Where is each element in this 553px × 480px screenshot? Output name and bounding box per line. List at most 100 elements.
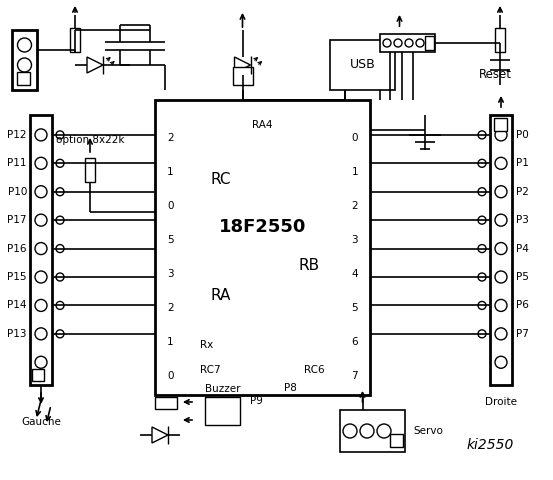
Text: P8: P8 (284, 383, 296, 393)
Circle shape (18, 38, 32, 52)
Circle shape (35, 328, 47, 340)
Circle shape (360, 424, 374, 438)
Bar (340, 410, 405, 452)
Text: P5: P5 (516, 272, 529, 282)
Text: 4: 4 (351, 269, 358, 279)
Text: 0: 0 (167, 371, 174, 381)
Circle shape (35, 157, 47, 169)
Circle shape (478, 159, 486, 168)
Bar (380, 34, 435, 52)
Circle shape (495, 214, 507, 226)
Circle shape (478, 245, 486, 252)
Text: 18F2550: 18F2550 (219, 218, 306, 237)
Circle shape (35, 356, 47, 368)
Circle shape (405, 39, 413, 47)
Text: Buzzer: Buzzer (205, 384, 240, 394)
Text: P14: P14 (8, 300, 27, 311)
Circle shape (18, 58, 32, 72)
Circle shape (56, 273, 64, 281)
Text: 7: 7 (351, 371, 358, 381)
Bar (495, 28, 505, 52)
Text: P13: P13 (8, 329, 27, 339)
Bar (330, 40, 395, 90)
Circle shape (478, 301, 486, 310)
Circle shape (56, 159, 64, 168)
Circle shape (377, 424, 391, 438)
Bar (32, 369, 44, 381)
Circle shape (56, 131, 64, 139)
Text: 6: 6 (351, 337, 358, 347)
Circle shape (495, 328, 507, 340)
Text: Servo: Servo (413, 426, 443, 436)
Text: P4: P4 (516, 243, 529, 253)
Text: 1: 1 (167, 337, 174, 347)
Text: RA4: RA4 (252, 120, 273, 130)
Bar (12, 30, 37, 90)
Circle shape (495, 356, 507, 368)
Text: ki2550: ki2550 (466, 438, 514, 452)
Text: P6: P6 (516, 300, 529, 311)
Text: Rx: Rx (200, 340, 213, 350)
Circle shape (478, 273, 486, 281)
Bar (490, 115, 512, 385)
Circle shape (478, 131, 486, 139)
Circle shape (495, 157, 507, 169)
Text: 5: 5 (167, 235, 174, 245)
Circle shape (35, 271, 47, 283)
Circle shape (35, 214, 47, 226)
Text: Droite: Droite (485, 397, 517, 407)
Text: P7: P7 (516, 329, 529, 339)
Bar (205, 397, 240, 425)
Bar (155, 397, 177, 409)
Text: P1: P1 (516, 158, 529, 168)
Text: 2: 2 (167, 303, 174, 313)
Text: USB: USB (349, 59, 375, 72)
Bar (390, 434, 403, 447)
Circle shape (495, 186, 507, 198)
Text: P12: P12 (8, 130, 27, 140)
Bar (17, 72, 30, 85)
Text: 0: 0 (167, 201, 174, 211)
Circle shape (495, 271, 507, 283)
Text: P2: P2 (516, 187, 529, 197)
Bar (70, 28, 80, 52)
Circle shape (478, 188, 486, 196)
Text: P10: P10 (8, 187, 27, 197)
Circle shape (478, 330, 486, 338)
Circle shape (383, 39, 391, 47)
Text: RB: RB (299, 257, 320, 273)
Circle shape (35, 300, 47, 312)
Bar (494, 118, 507, 131)
Circle shape (495, 300, 507, 312)
Circle shape (56, 330, 64, 338)
Circle shape (495, 242, 507, 254)
Bar (155, 100, 370, 395)
Circle shape (416, 39, 424, 47)
Text: P16: P16 (8, 243, 27, 253)
Bar (232, 67, 253, 85)
Text: P11: P11 (8, 158, 27, 168)
Text: 2: 2 (351, 201, 358, 211)
Circle shape (478, 216, 486, 224)
Circle shape (495, 129, 507, 141)
Text: RC7: RC7 (200, 365, 221, 375)
Bar (85, 158, 95, 182)
Text: RC6: RC6 (304, 365, 325, 375)
Text: RC: RC (210, 172, 231, 188)
Text: Reset: Reset (478, 69, 512, 82)
Text: P9: P9 (250, 396, 263, 406)
Circle shape (394, 39, 402, 47)
Text: 5: 5 (351, 303, 358, 313)
Text: P17: P17 (8, 215, 27, 225)
Text: 1: 1 (351, 167, 358, 177)
Text: RA: RA (210, 288, 231, 302)
Circle shape (35, 242, 47, 254)
Text: 2: 2 (167, 133, 174, 143)
Text: P3: P3 (516, 215, 529, 225)
Circle shape (56, 188, 64, 196)
Circle shape (56, 245, 64, 252)
Text: P15: P15 (8, 272, 27, 282)
Text: 3: 3 (351, 235, 358, 245)
Text: 3: 3 (167, 269, 174, 279)
Text: option 8x22k: option 8x22k (56, 135, 124, 145)
